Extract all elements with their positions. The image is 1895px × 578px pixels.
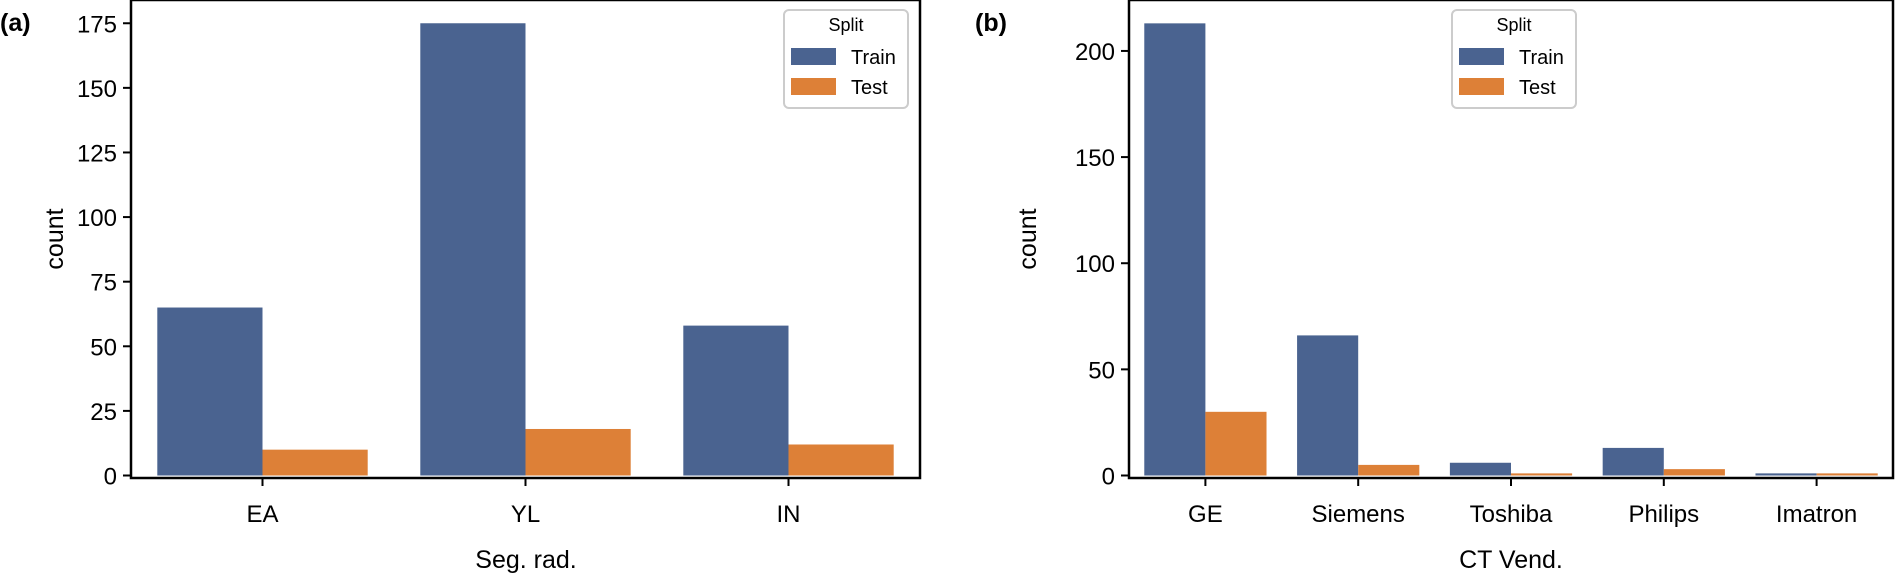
panel-b-plot-frame bbox=[1127, 0, 1895, 480]
panel-b-legend-swatch-train bbox=[1459, 48, 1504, 65]
panel-b-bar-test-siemens bbox=[1358, 464, 1420, 476]
panel-a-plot-frame bbox=[129, 0, 922, 480]
panel-b-legend-swatch-test bbox=[1459, 78, 1504, 95]
panel-b-x-tick-label: Imatron bbox=[1776, 501, 1857, 528]
panel-b-bar-train-siemens bbox=[1297, 335, 1359, 476]
panel-a-bar-test-in bbox=[788, 444, 894, 476]
panel-a-y-axis-ticks: 0 25 50 75 100 125 150 175 bbox=[77, 11, 131, 491]
panel-b-x-tick-label: Philips bbox=[1628, 501, 1699, 528]
panel-a-x-tick-label: IN bbox=[777, 501, 801, 528]
panel-a-letter: (a) bbox=[0, 9, 31, 37]
panel-b-legend-train: Train bbox=[1519, 47, 1564, 69]
chart-panel-b: (b) 0 50 100 150 200 GE Siemens Toshiba Philips… bbox=[975, 0, 1895, 574]
panel-a-y-axis-label: count bbox=[41, 208, 69, 269]
panel-a-bar-test-yl bbox=[525, 428, 631, 476]
panel-a-y-tick-label: 100 bbox=[77, 205, 117, 232]
panel-b-bar-train-philips bbox=[1602, 447, 1664, 476]
panel-a-y-tick-label: 150 bbox=[77, 76, 117, 103]
panel-b-bars bbox=[1144, 23, 1878, 476]
panel-b-y-axis-ticks: 0 50 100 150 200 bbox=[1075, 39, 1129, 491]
panel-b-bar-train-imatron bbox=[1755, 473, 1817, 476]
panel-b-letter: (b) bbox=[975, 9, 1007, 37]
panel-b-y-axis-label: count bbox=[1014, 208, 1042, 269]
panel-a-legend-test: Test bbox=[851, 77, 888, 99]
panel-a-x-tick-label: YL bbox=[511, 501, 540, 528]
panel-a-bar-train-in bbox=[683, 325, 789, 476]
panel-b-y-tick-label: 0 bbox=[1102, 464, 1115, 491]
panel-a-x-axis-ticks: EA YL IN bbox=[246, 478, 801, 528]
panel-b-x-axis-ticks: GE Siemens Toshiba Philips Imatron bbox=[1188, 478, 1857, 528]
panel-a-y-tick-label: 25 bbox=[90, 399, 117, 426]
panel-b-x-tick-label: Toshiba bbox=[1470, 501, 1553, 528]
panel-b-bar-train-ge bbox=[1144, 23, 1206, 476]
panel-a-bar-test-ea bbox=[262, 449, 368, 476]
panel-a-bar-train-yl bbox=[420, 23, 526, 476]
panel-b-x-tick-label: Siemens bbox=[1312, 501, 1405, 528]
panel-b-bar-test-philips bbox=[1663, 469, 1725, 476]
panel-a-bar-train-ea bbox=[157, 307, 263, 476]
panel-a-x-axis-label: Seg. rad. bbox=[475, 546, 576, 574]
panel-b-legend-test: Test bbox=[1519, 77, 1556, 99]
panel-a-y-tick-label: 0 bbox=[104, 464, 117, 491]
panel-a-legend-swatch-test bbox=[791, 78, 836, 95]
panel-b-bar-test-imatron bbox=[1816, 473, 1878, 476]
panel-a-legend-title: Split bbox=[828, 15, 863, 35]
panel-a-legend: Split Train Test bbox=[783, 9, 909, 109]
panel-b-x-axis-label: CT Vend. bbox=[1459, 546, 1563, 574]
panel-a-y-tick-label: 175 bbox=[77, 11, 117, 38]
panel-a-legend-train: Train bbox=[851, 47, 896, 69]
panel-b-y-tick-label: 100 bbox=[1075, 251, 1115, 278]
chart-panel-a: (a) 0 25 50 75 100 125 150 175 EA YL IN Seg. rad.… bbox=[0, 0, 922, 574]
panel-b-bar-test-ge bbox=[1205, 411, 1267, 476]
panel-b-y-tick-label: 200 bbox=[1075, 39, 1115, 66]
panel-b-x-tick-label: GE bbox=[1188, 501, 1223, 528]
panel-b-legend-title: Split bbox=[1496, 15, 1531, 35]
panel-a-x-tick-label: EA bbox=[246, 501, 278, 528]
panel-b-y-tick-label: 50 bbox=[1088, 357, 1115, 384]
panel-a-bars bbox=[157, 23, 894, 476]
panel-a-legend-swatch-train bbox=[791, 48, 836, 65]
panel-a-y-tick-label: 75 bbox=[90, 270, 117, 297]
panel-b-bar-test-toshiba bbox=[1511, 473, 1573, 476]
panel-b-legend: Split Train Test bbox=[1451, 9, 1577, 109]
panel-b-y-tick-label: 150 bbox=[1075, 145, 1115, 172]
panel-b-bar-train-toshiba bbox=[1449, 462, 1511, 476]
panel-a-y-tick-label: 50 bbox=[90, 334, 117, 361]
panel-a-y-tick-label: 125 bbox=[77, 140, 117, 167]
